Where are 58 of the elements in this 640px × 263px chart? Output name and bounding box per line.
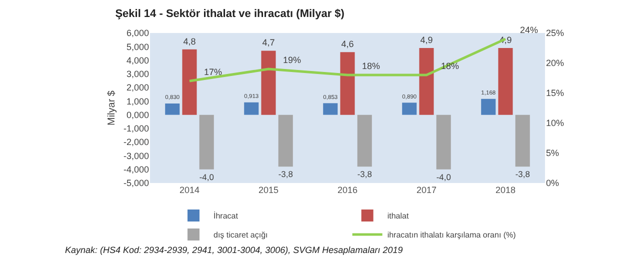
x-tick-label: 2016 <box>337 185 358 195</box>
data-label: -3,8 <box>515 169 530 180</box>
data-label: -3,8 <box>357 169 372 180</box>
y-tick-label: -1,000 <box>123 124 149 134</box>
bar <box>436 114 451 170</box>
y-tick-label: 2,000 <box>126 82 149 93</box>
y-tick-label: 1,000 <box>126 96 149 106</box>
data-label: 4,6 <box>341 39 354 50</box>
data-label: 18% <box>362 61 380 71</box>
y-tick-label: 0,000 <box>126 110 149 120</box>
legend-label: ihracatın ithalatı karşılama oranı (%) <box>387 230 516 240</box>
bar <box>278 114 293 167</box>
y-tick-label: -4,000 <box>123 164 149 175</box>
y-tick-label: -2,000 <box>123 137 149 148</box>
y2-tick-label: 25% <box>546 28 564 38</box>
data-label: 4,7 <box>262 38 275 48</box>
y-tick-label: 6,000 <box>126 28 149 38</box>
x-tick-label: 2014 <box>179 185 200 195</box>
y2-tick-label: 0% <box>546 178 560 188</box>
legend-label: İhracat <box>214 212 239 221</box>
data-label: 17% <box>204 67 222 77</box>
bar <box>182 49 197 115</box>
bar <box>357 114 372 167</box>
y-tick-label: -3,000 <box>123 150 149 161</box>
data-label: 19% <box>283 55 302 65</box>
bar <box>323 103 338 115</box>
bar <box>402 102 417 115</box>
chart-title: Şekil 14 - Sektör ithalat ve ihracatı (Milyar $) <box>115 8 345 20</box>
bar <box>165 104 180 115</box>
data-label: -3,8 <box>278 169 294 180</box>
y-axis-title: Milyar $ <box>106 90 118 126</box>
y-tick-label: 5,000 <box>126 42 149 52</box>
data-label: -4,0 <box>199 172 214 182</box>
bar <box>419 48 434 115</box>
legend-label: ithalat <box>387 212 410 221</box>
y-tick-label: 4,000 <box>126 55 149 66</box>
bar <box>199 114 214 170</box>
legend-label: dış ticaret açığı <box>214 230 268 240</box>
x-tick-label: 2017 <box>416 185 437 195</box>
data-label: 4,9 <box>420 35 433 45</box>
y-tick-label: -5,000 <box>123 178 149 188</box>
y2-tick-label: 10% <box>546 118 564 128</box>
bar <box>498 48 513 115</box>
bar <box>340 52 355 115</box>
data-label: 4,8 <box>183 36 196 46</box>
y2-tick-label: 20% <box>546 58 564 68</box>
bar <box>515 114 530 167</box>
data-label: 24% <box>520 25 538 35</box>
y2-tick-label: 15% <box>546 88 564 98</box>
data-label: -4,0 <box>436 172 452 182</box>
bar <box>481 98 496 115</box>
y2-tick-label: 5% <box>546 148 560 158</box>
bar <box>244 102 259 115</box>
x-tick-label: 2018 <box>495 185 516 195</box>
bar <box>261 50 276 115</box>
text: Kaynak: (HS4 Kod: 2934-2939, 2941, 3001-3004, 3006), SVGM Hesaplamaları 2019 <box>65 245 403 255</box>
y-tick-label: 3,000 <box>126 69 149 80</box>
x-tick-label: 2015 <box>258 185 279 195</box>
